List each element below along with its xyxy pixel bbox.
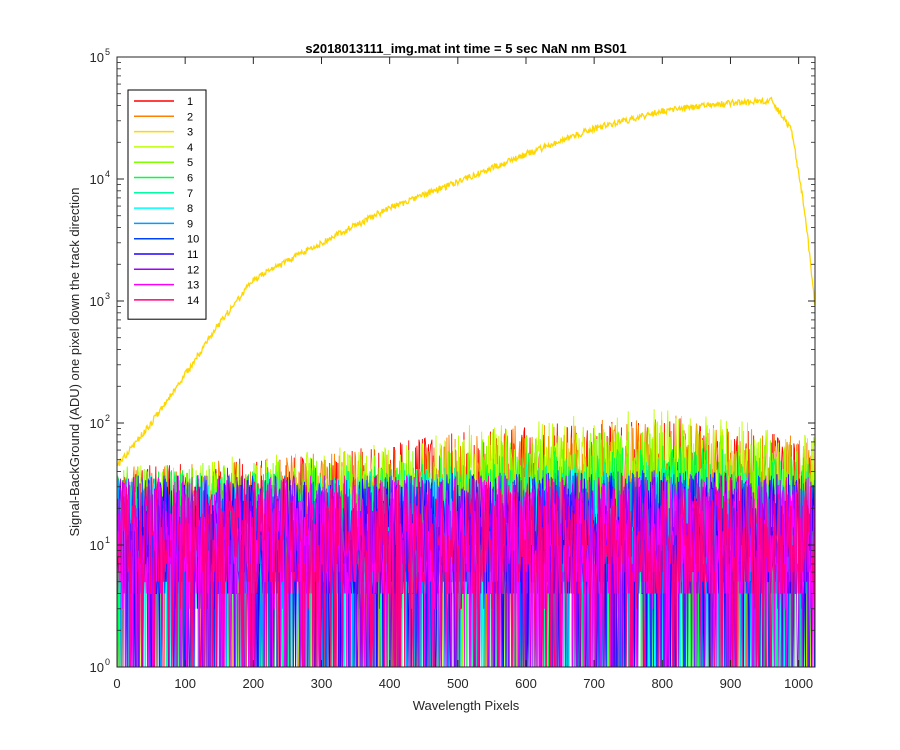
y-tick-label: 10 4 <box>90 169 110 187</box>
legend-label: 6 <box>187 173 193 185</box>
y-tick-base: 10 <box>90 50 104 65</box>
y-tick-base: 10 <box>90 416 104 431</box>
x-tick-label: 900 <box>720 676 742 691</box>
legend-label: 7 <box>187 188 193 200</box>
y-axis-label: Signal-BackGround (ADU) one pixel down t… <box>67 187 82 536</box>
y-tick-base: 10 <box>90 294 104 309</box>
axes-box <box>116 56 816 668</box>
y-tick-label: 10 3 <box>90 291 110 309</box>
legend-label: 1 <box>187 96 193 108</box>
series-line-14 <box>117 475 815 667</box>
y-tick-exponent: 5 <box>105 47 110 57</box>
x-axis-label: Wavelength Pixels <box>413 698 520 713</box>
y-tick-exponent: 3 <box>105 291 110 301</box>
y-tick-base: 10 <box>90 660 104 675</box>
x-tick-label: 0 <box>113 676 120 691</box>
x-tick-label: 300 <box>311 676 333 691</box>
x-tick-label: 1000 <box>784 676 813 691</box>
y-tick-exponent: 1 <box>105 535 110 545</box>
y-tick-label: 10 2 <box>90 413 110 431</box>
series-lines <box>117 96 815 667</box>
legend-label: 13 <box>187 280 199 292</box>
y-tick-exponent: 2 <box>105 413 110 423</box>
plot-area <box>117 96 815 667</box>
legend-label: 2 <box>187 111 193 123</box>
y-tick-exponent: 4 <box>105 169 110 179</box>
x-tick-label: 800 <box>651 676 673 691</box>
legend-box <box>127 89 207 320</box>
x-tick-label: 700 <box>583 676 605 691</box>
x-tick-label: 400 <box>379 676 401 691</box>
legend-label: 11 <box>187 249 198 261</box>
chart-title: s2018013111_img.mat int time = 5 sec NaN… <box>305 41 626 56</box>
legend-label: 14 <box>187 295 199 307</box>
x-tick-label: 100 <box>174 676 196 691</box>
legend-label: 3 <box>187 127 193 139</box>
legend-label: 12 <box>187 264 199 276</box>
legend-label: 5 <box>187 157 193 169</box>
y-tick-label: 10 1 <box>90 535 110 553</box>
y-tick-exponent: 0 <box>105 657 110 667</box>
x-tick-label: 200 <box>242 676 264 691</box>
series-line-3 <box>117 96 815 466</box>
y-tick-base: 10 <box>90 538 104 553</box>
x-tick-label: 600 <box>515 676 537 691</box>
legend-label: 8 <box>187 203 193 215</box>
y-tick-label: 10 0 <box>90 657 110 675</box>
legend-label: 10 <box>187 234 199 246</box>
x-tick-label: 500 <box>447 676 469 691</box>
y-tick-base: 10 <box>90 172 104 187</box>
legend-label: 9 <box>187 218 193 230</box>
legend-label: 4 <box>187 142 193 154</box>
y-tick-label: 10 5 <box>90 47 110 65</box>
